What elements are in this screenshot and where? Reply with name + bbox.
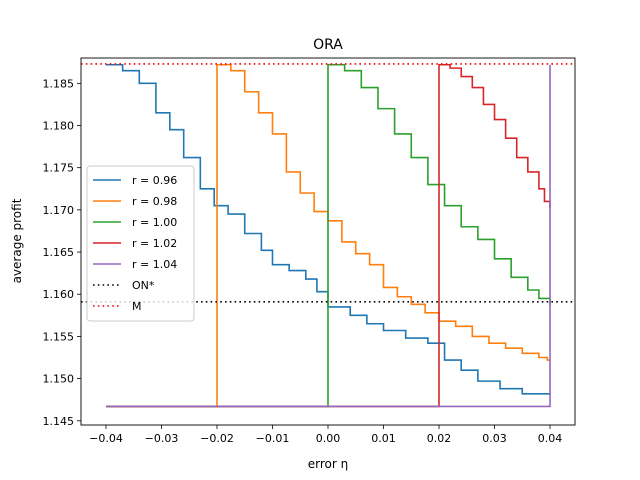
x-tick-label: 0.03 [482, 432, 507, 445]
legend-label: r = 0.98 [132, 195, 177, 208]
chart-title: ORA [313, 37, 343, 53]
x-tick-label: −0.03 [145, 432, 179, 445]
y-tick-label: 1.175 [43, 162, 75, 175]
x-axis-label: error η [308, 457, 348, 471]
x-tick-label: 0.01 [371, 432, 396, 445]
legend-label: r = 1.04 [132, 258, 177, 271]
x-tick-label: −0.02 [200, 432, 234, 445]
series-layer [81, 63, 575, 408]
y-tick-label: 1.150 [43, 373, 75, 386]
series-line-r-0-98 [105, 63, 551, 408]
legend: r = 0.96 r = 0.98 r = 1.00 r = 1.02 r = 1.04… [86, 165, 195, 322]
y-axis-ticks: 1.145 1.150 1.155 1.160 1.165 1.170 1.175 1.180… [43, 77, 81, 428]
series-line-r-1-00 [105, 63, 551, 408]
legend-label: ON* [132, 279, 155, 292]
y-tick-label: 1.160 [43, 288, 75, 301]
series-line-r-0-96 [105, 63, 551, 395]
y-tick-label: 1.145 [43, 415, 75, 428]
x-tick-label: −0.01 [256, 432, 290, 445]
legend-label: r = 1.00 [132, 216, 177, 229]
y-tick-label: 1.185 [43, 77, 75, 90]
y-tick-label: 1.170 [43, 204, 75, 217]
y-tick-label: 1.180 [43, 119, 75, 132]
x-tick-label: 0.00 [316, 432, 341, 445]
legend-label: M [132, 300, 142, 313]
series-line-r-1-04 [105, 64, 551, 408]
plot-area [81, 63, 575, 408]
x-axis-ticks: −0.04 −0.03 −0.02 −0.01 0.00 0.01 0.02 0.03 0.04 [89, 425, 562, 445]
legend-box [86, 165, 195, 322]
x-tick-label: 0.02 [427, 432, 452, 445]
y-axis-label: average profit [10, 198, 24, 283]
legend-label: r = 0.96 [132, 174, 177, 187]
legend-label: r = 1.02 [132, 237, 177, 250]
x-tick-label: 0.04 [538, 432, 563, 445]
y-tick-label: 1.165 [43, 246, 75, 259]
series-line-r-1-02 [105, 63, 551, 408]
y-tick-label: 1.155 [43, 330, 75, 343]
x-tick-label: −0.04 [89, 432, 123, 445]
